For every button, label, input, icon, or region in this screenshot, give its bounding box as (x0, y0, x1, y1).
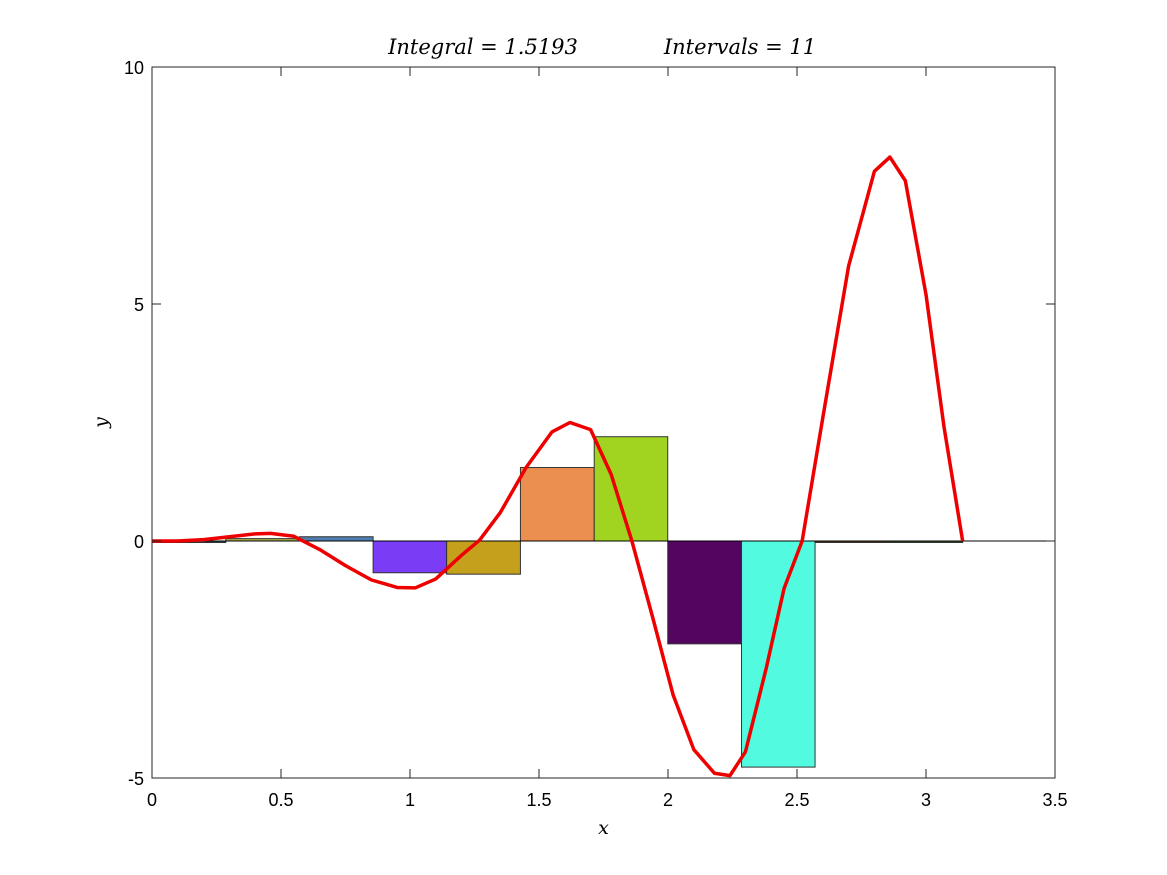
x-tick-label: 1.5 (526, 790, 551, 810)
y-axis-label: y (90, 417, 112, 429)
x-tick-label: 2.5 (784, 790, 809, 810)
interval-rect-7 (593, 436, 669, 542)
axes-box (151, 66, 1056, 779)
interval-rect-9 (741, 540, 816, 768)
interval-rect-6 (519, 467, 595, 542)
interval-rect-3 (298, 536, 374, 542)
y-tick-label: 0 (134, 532, 144, 552)
x-tick-label: 3 (921, 790, 931, 810)
interval-rect-4 (372, 540, 448, 574)
x-tick-label: 1 (405, 790, 415, 810)
x-tick-label: 0 (147, 790, 157, 810)
y-tick-label: 10 (124, 58, 144, 78)
title-intervals: Intervals = 11 (663, 35, 816, 59)
x-tick-label: 2 (663, 790, 673, 810)
x-tick-label: 0.5 (268, 790, 293, 810)
title-integral: Integral = 1.5193 (387, 35, 578, 59)
function-curve (152, 155, 965, 778)
interval-rectangles (151, 436, 964, 768)
x-tick-label: 3.5 (1042, 790, 1067, 810)
interval-rect-8 (667, 540, 743, 645)
y-tick-label: -5 (128, 769, 144, 789)
x-axis-label: x (598, 817, 609, 839)
y-tick-label: 5 (134, 295, 144, 315)
